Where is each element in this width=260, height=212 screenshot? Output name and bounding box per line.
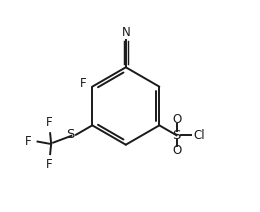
Text: F: F <box>46 158 53 171</box>
Text: O: O <box>172 113 181 126</box>
Text: S: S <box>67 128 75 141</box>
Text: F: F <box>46 116 53 129</box>
Text: O: O <box>172 145 181 158</box>
Text: N: N <box>121 26 130 39</box>
Text: Cl: Cl <box>193 129 205 142</box>
Text: S: S <box>172 129 181 142</box>
Text: F: F <box>79 77 86 90</box>
Text: F: F <box>25 135 31 148</box>
